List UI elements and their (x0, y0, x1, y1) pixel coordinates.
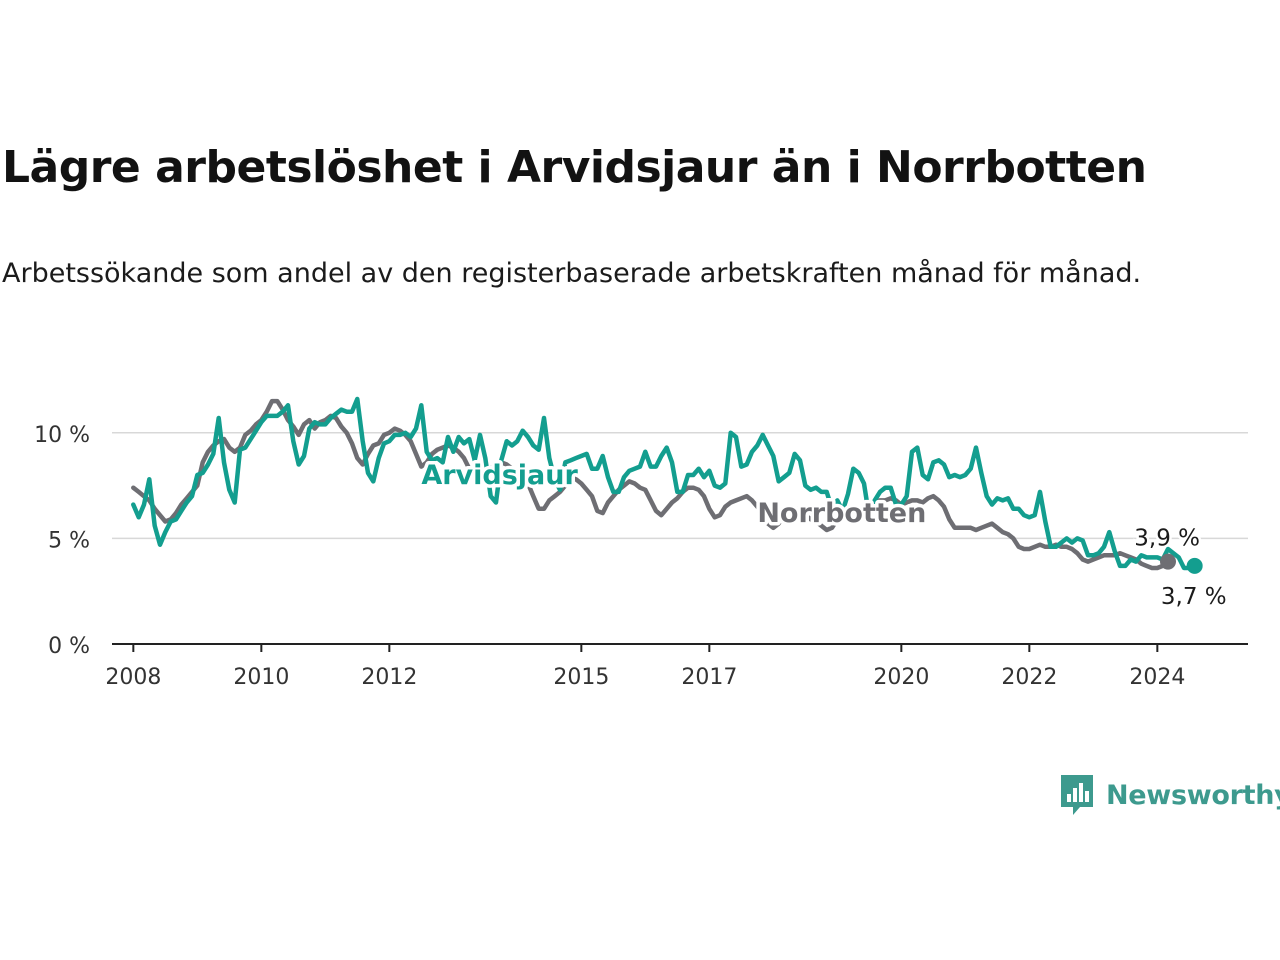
series-line-arvidsjaur (131, 396, 1197, 571)
y-tick-label: 5 % (48, 528, 90, 553)
series-endpoints (1160, 553, 1203, 574)
x-tick-label: 2012 (361, 665, 417, 690)
endpoint-dot-norrbotten (1160, 553, 1176, 570)
series-label-arvidsjaur: Arvidsjaur (421, 460, 578, 491)
endpoint-label-norrbotten: 3,9 % (1134, 526, 1200, 552)
line-chart: 0 % 5 % 10 % 2008 2010 2012 2015 2017 2020 2022 20… (34, 396, 1248, 690)
x-tick-label: 2017 (681, 665, 737, 690)
gridlines (112, 432, 1248, 652)
x-tick-label: 2020 (873, 665, 929, 690)
logo-text: Newsworthy (1106, 779, 1280, 811)
series-label-norrbotten: Norrbotten (757, 498, 926, 529)
x-tick-label: 2022 (1001, 665, 1057, 690)
newsworthy-logo: Newsworthy (1058, 772, 1280, 818)
chart-subtitle: Arbetssökande som andel av den registerb… (2, 258, 1142, 289)
chart-title: Lägre arbetslöshet i Arvidsjaur än i Nor… (2, 142, 1147, 193)
chart-labels: 0 % 5 % 10 % 2008 2010 2012 2015 2017 2020 2022 20… (34, 423, 1229, 690)
x-tick-label: 2008 (105, 665, 161, 690)
y-tick-label: 0 % (48, 634, 90, 659)
series-lines (131, 396, 1197, 571)
endpoint-label-arvidsjaur: 3,7 % (1161, 584, 1227, 610)
y-tick-label: 10 % (34, 423, 90, 448)
newsworthy-chart-icon (1061, 775, 1093, 815)
series-line-norrbotten (131, 398, 1171, 571)
endpoint-dot-arvidsjaur (1186, 557, 1203, 574)
x-tick-label: 2010 (233, 665, 289, 690)
x-tick-label: 2024 (1129, 665, 1185, 690)
x-tick-label: 2015 (553, 665, 609, 690)
